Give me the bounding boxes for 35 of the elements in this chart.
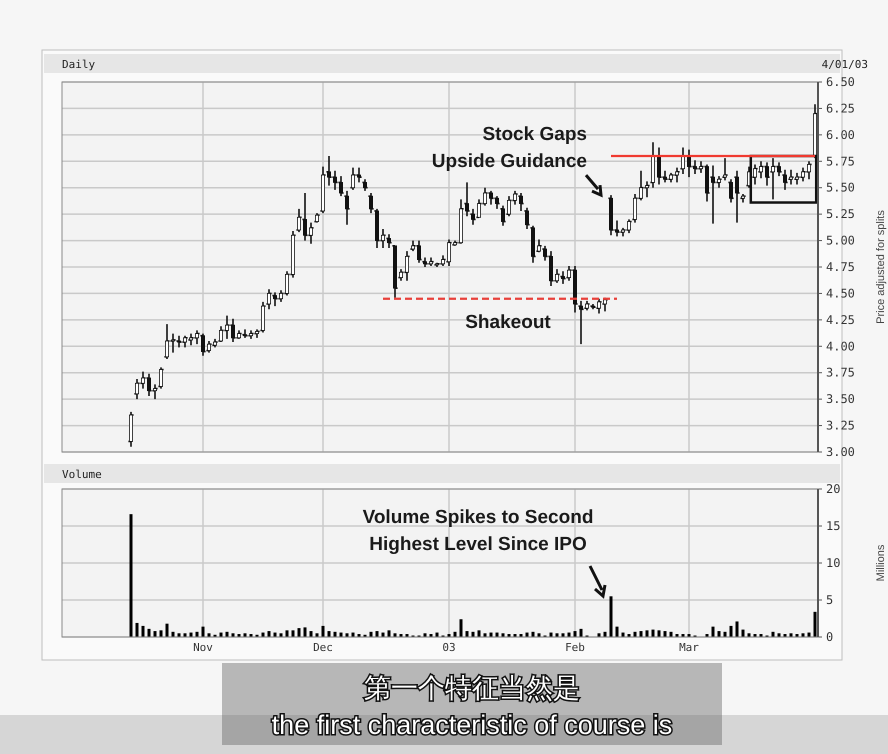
text: 4/01/03: [822, 58, 868, 71]
chart-title: Volume: [62, 468, 102, 481]
x-tick-label: Nov: [193, 641, 214, 654]
y-tick-label: 3.25: [826, 418, 855, 433]
y-tick-label: 0: [826, 630, 834, 644]
y-axis-title: Millions: [875, 544, 887, 582]
y-tick-label: 3.00: [826, 445, 855, 459]
y-tick-label: 6.00: [826, 128, 855, 142]
y-tick-label: 5.50: [826, 180, 855, 195]
y-tick-label: 4.75: [826, 260, 855, 274]
chart-title: Daily: [62, 58, 96, 71]
y-tick-label: 5.75: [826, 154, 855, 168]
y-tick-label: 4.00: [826, 339, 855, 354]
y-tick-label: 4.50: [826, 286, 855, 300]
x-tick-label: Mar: [679, 641, 700, 654]
annotation: Volume Spikes to Second Highest Level Since IPO: [362, 507, 594, 555]
y-tick-label: 5.25: [826, 207, 855, 222]
y-tick-label: 5: [826, 593, 834, 607]
y-tick-label: 3.50: [826, 392, 855, 406]
text: 第一个特征当然是: [364, 673, 580, 703]
y-tick-label: 4.25: [826, 312, 855, 327]
annotation: Shakeout: [465, 312, 552, 333]
y-tick-label: 5.00: [826, 234, 855, 248]
x-tick-label: Feb: [565, 641, 585, 654]
text: the first characteristic of course is: [272, 710, 672, 740]
y-tick-label: 6.25: [826, 101, 855, 116]
y-axis-title: Price adjusted for splits: [875, 210, 887, 324]
x-tick-label: 03: [442, 641, 456, 654]
y-tick-label: 15: [826, 519, 840, 533]
y-tick-label: 10: [826, 556, 840, 570]
x-tick-label: Dec: [313, 641, 333, 654]
y-tick-label: 3.75: [826, 366, 855, 380]
y-tick-label: 6.50: [826, 75, 855, 89]
annotation: Stock Gaps Upside Guidance: [432, 124, 587, 172]
y-tick-label: 20: [826, 482, 840, 496]
